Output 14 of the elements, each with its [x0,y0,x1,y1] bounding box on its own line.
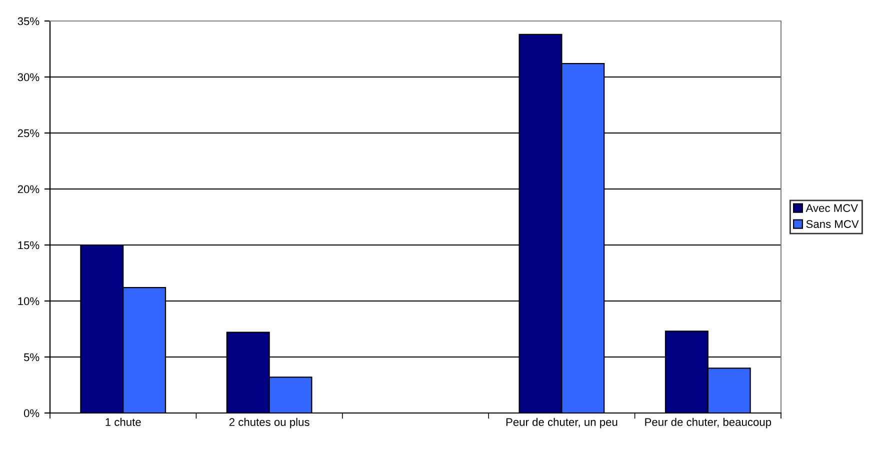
y-tick-label: 0% [24,409,40,418]
y-tick-label: 15% [18,241,40,250]
x-tick-label: 1 chute [106,418,141,426]
y-tick-label: 10% [18,297,40,306]
y-tick-label: 20% [18,185,40,194]
legend-label: Avec MCV [806,204,858,212]
y-tick-label: 25% [18,129,40,138]
y-tick-label: 5% [24,353,40,362]
y-tick-label: 35% [18,17,40,26]
x-tick-label: Peur de chuter, beaucoup [645,418,772,428]
x-tick-label: Peur de chuter, un peu [506,418,618,428]
legend-label: Sans MCV [806,220,859,228]
x-tick-label: 2 chutes ou plus [229,418,310,428]
y-tick-label: 30% [18,73,40,82]
